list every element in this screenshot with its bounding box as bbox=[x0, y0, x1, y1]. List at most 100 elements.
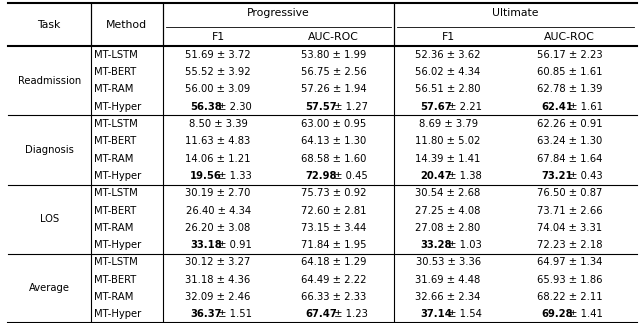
Text: 56.38: 56.38 bbox=[190, 102, 221, 112]
Text: 75.73 ± 0.92: 75.73 ± 0.92 bbox=[301, 188, 366, 198]
Text: ± 1.38: ± 1.38 bbox=[445, 171, 482, 181]
Text: 72.60 ± 2.81: 72.60 ± 2.81 bbox=[301, 205, 366, 215]
Text: 66.33 ± 2.33: 66.33 ± 2.33 bbox=[301, 292, 366, 302]
Text: 19.56: 19.56 bbox=[190, 171, 222, 181]
Text: F1: F1 bbox=[442, 32, 454, 42]
Text: MT-RAM: MT-RAM bbox=[94, 292, 133, 302]
Text: Task: Task bbox=[38, 20, 61, 30]
Text: 57.57: 57.57 bbox=[305, 102, 337, 112]
Text: 14.39 ± 1.41: 14.39 ± 1.41 bbox=[415, 154, 481, 164]
Text: 33.28: 33.28 bbox=[420, 240, 451, 250]
Text: 56.00 ± 3.09: 56.00 ± 3.09 bbox=[186, 84, 251, 94]
Text: 30.19 ± 2.70: 30.19 ± 2.70 bbox=[186, 188, 251, 198]
Text: 27.25 ± 4.08: 27.25 ± 4.08 bbox=[415, 205, 481, 215]
Text: 37.14: 37.14 bbox=[420, 309, 452, 319]
Text: ± 0.91: ± 0.91 bbox=[215, 240, 252, 250]
Text: Ultimate: Ultimate bbox=[492, 8, 539, 18]
Text: MT-Hyper: MT-Hyper bbox=[94, 171, 141, 181]
Text: 73.71 ± 2.66: 73.71 ± 2.66 bbox=[537, 205, 602, 215]
Text: 26.40 ± 4.34: 26.40 ± 4.34 bbox=[186, 205, 251, 215]
Text: F1: F1 bbox=[212, 32, 225, 42]
Text: ± 1.51: ± 1.51 bbox=[215, 309, 252, 319]
Text: 69.28: 69.28 bbox=[541, 309, 573, 319]
Text: MT-LSTM: MT-LSTM bbox=[94, 50, 138, 60]
Text: ± 1.03: ± 1.03 bbox=[445, 240, 482, 250]
Text: 63.24 ± 1.30: 63.24 ± 1.30 bbox=[537, 136, 602, 146]
Text: 55.52 ± 3.92: 55.52 ± 3.92 bbox=[186, 67, 251, 77]
Text: 56.02 ± 4.34: 56.02 ± 4.34 bbox=[415, 67, 481, 77]
Text: Average: Average bbox=[29, 283, 70, 293]
Text: MT-BERT: MT-BERT bbox=[94, 205, 136, 215]
Text: Readmission: Readmission bbox=[17, 76, 81, 86]
Text: ± 1.54: ± 1.54 bbox=[445, 309, 482, 319]
Text: 63.00 ± 0.95: 63.00 ± 0.95 bbox=[301, 119, 366, 129]
Text: 67.47: 67.47 bbox=[305, 309, 337, 319]
Text: ± 1.27: ± 1.27 bbox=[330, 102, 367, 112]
Text: MT-Hyper: MT-Hyper bbox=[94, 240, 141, 250]
Text: 27.08 ± 2.80: 27.08 ± 2.80 bbox=[415, 223, 481, 233]
Text: 30.53 ± 3.36: 30.53 ± 3.36 bbox=[415, 257, 481, 267]
Text: MT-RAM: MT-RAM bbox=[94, 223, 133, 233]
Text: 74.04 ± 3.31: 74.04 ± 3.31 bbox=[537, 223, 602, 233]
Text: Diagnosis: Diagnosis bbox=[25, 145, 74, 155]
Text: 72.23 ± 2.18: 72.23 ± 2.18 bbox=[537, 240, 602, 250]
Text: 11.80 ± 5.02: 11.80 ± 5.02 bbox=[415, 136, 481, 146]
Text: LOS: LOS bbox=[40, 214, 59, 224]
Text: 56.51 ± 2.80: 56.51 ± 2.80 bbox=[415, 84, 481, 94]
Text: MT-LSTM: MT-LSTM bbox=[94, 188, 138, 198]
Text: 32.09 ± 2.46: 32.09 ± 2.46 bbox=[186, 292, 251, 302]
Text: AUC-ROC: AUC-ROC bbox=[308, 32, 359, 42]
Text: Progressive: Progressive bbox=[247, 8, 310, 18]
Text: 11.63 ± 4.83: 11.63 ± 4.83 bbox=[186, 136, 251, 146]
Text: 51.69 ± 3.72: 51.69 ± 3.72 bbox=[186, 50, 251, 60]
Text: 64.13 ± 1.30: 64.13 ± 1.30 bbox=[301, 136, 366, 146]
Text: MT-BERT: MT-BERT bbox=[94, 136, 136, 146]
Text: MT-LSTM: MT-LSTM bbox=[94, 257, 138, 267]
Text: MT-Hyper: MT-Hyper bbox=[94, 102, 141, 112]
Text: 60.85 ± 1.61: 60.85 ± 1.61 bbox=[537, 67, 602, 77]
Text: MT-BERT: MT-BERT bbox=[94, 275, 136, 285]
Text: 30.12 ± 3.27: 30.12 ± 3.27 bbox=[186, 257, 251, 267]
Text: 62.26 ± 0.91: 62.26 ± 0.91 bbox=[537, 119, 602, 129]
Text: 32.66 ± 2.34: 32.66 ± 2.34 bbox=[415, 292, 481, 302]
Text: MT-BERT: MT-BERT bbox=[94, 67, 136, 77]
Text: 20.47: 20.47 bbox=[420, 171, 451, 181]
Text: 62.78 ± 1.39: 62.78 ± 1.39 bbox=[537, 84, 602, 94]
Text: 31.18 ± 4.36: 31.18 ± 4.36 bbox=[186, 275, 251, 285]
Text: ± 2.21: ± 2.21 bbox=[445, 102, 482, 112]
Text: MT-LSTM: MT-LSTM bbox=[94, 119, 138, 129]
Text: ± 0.45: ± 0.45 bbox=[330, 171, 367, 181]
Text: 56.75 ± 2.56: 56.75 ± 2.56 bbox=[301, 67, 367, 77]
Text: 62.41: 62.41 bbox=[541, 102, 573, 112]
Text: 36.37: 36.37 bbox=[190, 309, 221, 319]
Text: 30.54 ± 2.68: 30.54 ± 2.68 bbox=[415, 188, 481, 198]
Text: 64.49 ± 2.22: 64.49 ± 2.22 bbox=[301, 275, 366, 285]
Text: ± 1.33: ± 1.33 bbox=[215, 171, 252, 181]
Text: 68.58 ± 1.60: 68.58 ± 1.60 bbox=[301, 154, 366, 164]
Text: 72.98: 72.98 bbox=[305, 171, 337, 181]
Text: 71.84 ± 1.95: 71.84 ± 1.95 bbox=[301, 240, 366, 250]
Text: 68.22 ± 2.11: 68.22 ± 2.11 bbox=[537, 292, 602, 302]
Text: 31.69 ± 4.48: 31.69 ± 4.48 bbox=[415, 275, 481, 285]
Text: ± 0.43: ± 0.43 bbox=[566, 171, 603, 181]
Text: 65.93 ± 1.86: 65.93 ± 1.86 bbox=[537, 275, 602, 285]
Text: AUC-ROC: AUC-ROC bbox=[544, 32, 595, 42]
Text: 56.17 ± 2.23: 56.17 ± 2.23 bbox=[537, 50, 602, 60]
Text: ± 2.30: ± 2.30 bbox=[215, 102, 252, 112]
Text: ± 1.41: ± 1.41 bbox=[566, 309, 604, 319]
Text: 33.18: 33.18 bbox=[190, 240, 221, 250]
Text: 52.36 ± 3.62: 52.36 ± 3.62 bbox=[415, 50, 481, 60]
Text: 53.80 ± 1.99: 53.80 ± 1.99 bbox=[301, 50, 366, 60]
Text: 14.06 ± 1.21: 14.06 ± 1.21 bbox=[186, 154, 251, 164]
Text: 57.26 ± 1.94: 57.26 ± 1.94 bbox=[301, 84, 366, 94]
Text: 64.97 ± 1.34: 64.97 ± 1.34 bbox=[537, 257, 602, 267]
Text: ± 1.23: ± 1.23 bbox=[330, 309, 367, 319]
Text: 64.18 ± 1.29: 64.18 ± 1.29 bbox=[301, 257, 366, 267]
Text: Method: Method bbox=[106, 20, 147, 30]
Text: MT-Hyper: MT-Hyper bbox=[94, 309, 141, 319]
Text: 67.84 ± 1.64: 67.84 ± 1.64 bbox=[537, 154, 602, 164]
Text: ± 1.61: ± 1.61 bbox=[566, 102, 604, 112]
Text: 76.50 ± 0.87: 76.50 ± 0.87 bbox=[537, 188, 602, 198]
Text: 26.20 ± 3.08: 26.20 ± 3.08 bbox=[186, 223, 251, 233]
Text: 57.67: 57.67 bbox=[420, 102, 451, 112]
